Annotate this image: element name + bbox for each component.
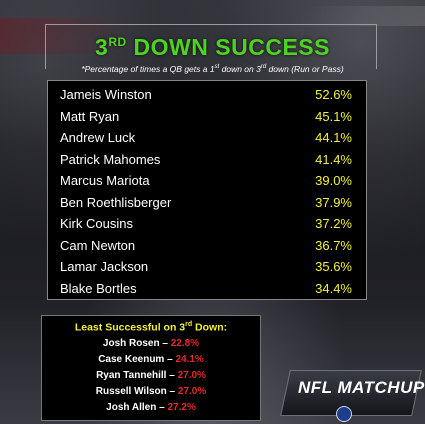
player-pct: 36.7%: [315, 237, 352, 253]
player-name: Kirk Cousins: [60, 216, 133, 231]
list-item: Andrew Luck 44.1%: [48, 127, 366, 149]
player-name: Blake Bortles: [60, 280, 137, 296]
player-pct: 27.0%: [177, 370, 206, 381]
player-pct: 37.9%: [315, 194, 352, 210]
player-pct: 27.2%: [167, 402, 196, 413]
top-list-panel: Jameis Winston 52.6% Matt Ryan 45.1% Andre…: [47, 80, 367, 300]
list-item: Patrick Mahomes 41.4%: [48, 149, 366, 171]
player-pct: 22.8%: [170, 338, 200, 349]
player-pct: 39.0%: [315, 173, 352, 188]
player-pct: 45.1%: [315, 108, 352, 124]
player-pct: 52.6%: [315, 87, 352, 102]
player-pct: 34.4%: [315, 280, 352, 296]
player-name: Josh Allen: [106, 402, 157, 413]
list-item: Kirk Cousins 37.2%: [48, 213, 366, 235]
player-name: Matt Ryan: [60, 108, 120, 124]
player-pct: 24.1%: [175, 354, 204, 365]
decorative-stripe: [295, 6, 425, 26]
player-name: Case Keenum: [98, 354, 165, 365]
list-item: Jameis Winston 52.6%: [48, 84, 366, 106]
list-item: Cam Newton 36.7%: [48, 235, 366, 257]
player-pct: 44.1%: [315, 130, 352, 145]
least-row: Case Keenum – 24.1%: [98, 354, 204, 365]
least-row: Russell Wilson – 27.0%: [95, 386, 207, 397]
least-row: Josh Allen – 27.2%: [106, 402, 196, 413]
least-successful-panel: Least Successful on 3rd Down: Josh Rosen…: [41, 315, 261, 421]
player-name: Cam Newton: [60, 237, 136, 253]
nfl-shield-icon: [336, 406, 352, 422]
list-item: Matt Ryan 45.1%: [48, 106, 366, 128]
page-subtitle: *Percentage of times a QB gets a 1st dow…: [81, 64, 344, 74]
player-name: Jameis Winston: [60, 87, 152, 102]
list-item: Marcus Mariota 39.0%: [48, 170, 366, 192]
player-name: Marcus Mariota: [60, 173, 150, 188]
title-frame: [45, 24, 377, 69]
player-name: Andrew Luck: [60, 130, 136, 145]
player-name: Russell Wilson: [95, 386, 167, 397]
page-title: 3RD DOWN SUCCESS: [95, 34, 330, 60]
player-pct: 41.4%: [315, 151, 352, 167]
player-name: Patrick Mahomes: [60, 151, 161, 167]
player-pct: 35.6%: [315, 259, 352, 274]
nfl-matchup-logo: NFL MATCHUP: [298, 378, 425, 397]
list-item: Ben Roethlisberger 37.9%: [48, 192, 366, 214]
player-pct: 27.0%: [177, 386, 207, 397]
player-name: Ben Roethlisberger: [60, 194, 172, 210]
list-item: Lamar Jackson 35.6%: [48, 256, 366, 278]
list-item: Blake Bortles 34.4%: [48, 278, 366, 300]
player-name: Ryan Tannehill: [96, 370, 167, 381]
least-row: Josh Rosen – 22.8%: [102, 338, 200, 349]
player-pct: 37.2%: [315, 216, 352, 231]
player-name: Josh Rosen: [102, 338, 160, 349]
player-name: Lamar Jackson: [60, 259, 149, 274]
least-row: Ryan Tannehill – 27.0%: [96, 370, 206, 381]
least-title: Least Successful on 3rd Down:: [74, 321, 228, 334]
